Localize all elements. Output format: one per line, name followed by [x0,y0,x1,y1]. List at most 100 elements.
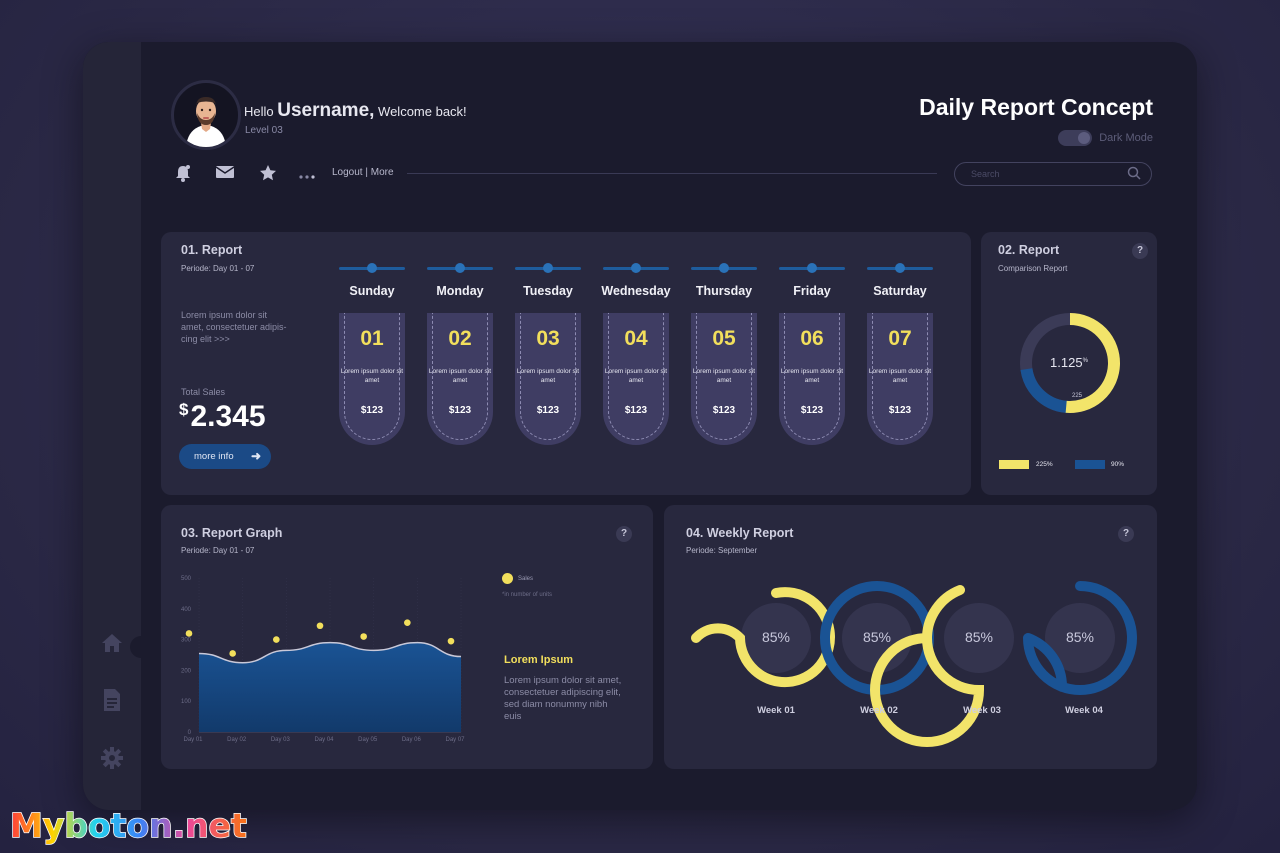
graph-description: Lorem ipsum dolor sit amet, consectetuer… [504,675,622,722]
dark-mode-switch[interactable] [1058,130,1093,146]
sidebar-active-indicator [130,636,144,658]
y-tick-label: 0 [188,730,192,736]
donut-inner-label: 225 [1072,393,1083,399]
legend-swatch-blue [1075,460,1105,469]
day-card[interactable]: 03 Lorem ipsum dolor sit amet $123 [515,313,581,445]
week-02-percent: 85% [862,629,892,645]
day-price: $123 [536,405,560,416]
avatar[interactable] [171,80,241,150]
x-tick-label: Day 07 [445,737,465,743]
day-timeline-dot[interactable] [807,263,817,273]
donut-center-value: 1.125% [1050,355,1089,370]
sidebar [83,42,141,810]
day-text: Lorem ipsum dolor sit amet [428,368,492,384]
more-info-button[interactable]: more info ➜ [179,444,271,469]
day-timeline-dot[interactable] [631,263,641,273]
help-icon[interactable]: ? [1132,243,1148,259]
star-icon[interactable] [259,164,279,182]
day-price: $123 [712,405,736,416]
legend-note: *in number of units [502,592,553,598]
dashboard-window: Hello Username, Welcome back! Level 03 D… [83,42,1197,810]
watermark-logo: Myboton.net [9,805,247,846]
search-input[interactable] [969,165,1123,183]
day-text: Lorem ipsum dolor sit amet [780,368,844,384]
report-04-card: 04. Weekly Report Periode: September ? 8… [664,505,1157,769]
week-01-ring [691,587,835,688]
day-card[interactable]: 06 Lorem ipsum dolor sit amet $123 [779,313,845,445]
day-name: Friday [793,284,831,298]
greeting-username: Username, [277,100,375,121]
search-box[interactable] [954,162,1152,186]
search-icon[interactable] [1127,166,1141,180]
report-04-title: 04. Weekly Report [686,526,794,540]
day-name: Thursday [695,284,753,298]
week-03-ring [870,585,1014,747]
sales-area-chart: 0 100 200 300 400 500 Day 01 Day 02 Day 03 Day 04… [181,576,465,743]
currency-symbol: $ [179,400,189,419]
help-icon[interactable]: ? [1118,526,1134,542]
header-divider [407,173,937,174]
week-03-label: Week 03 [963,705,1001,716]
day-card-stitch [696,313,752,440]
area-outline [198,641,462,664]
day-price: $123 [624,405,648,416]
greeting-hello: Hello [244,104,274,119]
report-04-period: Periode: September [686,546,758,555]
dark-mode-toggle[interactable]: Dark Mode [1058,130,1153,146]
day-card-stitch [432,313,488,440]
day-name: Wednesday [601,284,671,298]
x-tick-label: Day 05 [358,737,378,743]
day-name: Monday [436,284,484,298]
y-tick-label: 500 [181,576,192,582]
day-number: 06 [800,327,824,350]
day-text: Lorem ipsum dolor sit amet [340,368,404,384]
day-number: 02 [448,327,472,350]
help-icon[interactable]: ? [616,526,632,542]
x-tick-label: Day 04 [314,737,334,743]
x-tick-label: Day 06 [402,737,422,743]
sales-point [404,619,411,626]
comparison-donut-chart: 1.125% 225 [1020,313,1120,413]
total-sales-amount: 2.345 [190,400,266,433]
day-card-stitch [784,313,840,440]
day-number: 03 [536,327,560,350]
day-name: Sunday [349,284,395,298]
week-01-label: Week 01 [757,705,795,716]
logout-more-links[interactable]: Logout | More [332,167,394,178]
sales-point [316,622,324,630]
day-card[interactable]: 02 Lorem ipsum dolor sit amet $123 [427,313,493,445]
mail-icon[interactable] [215,164,235,182]
day-timeline-dot[interactable] [455,263,465,273]
report-02-subtitle: Comparison Report [998,264,1068,273]
day-card-stitch [608,313,664,440]
bell-icon[interactable] [175,164,195,182]
document-icon[interactable] [100,688,124,712]
day-timeline-dot[interactable] [543,263,553,273]
day-card[interactable]: 01 Lorem ipsum dolor sit amet $123 [339,313,405,445]
gear-icon[interactable] [100,746,124,770]
day-text: Lorem ipsum dolor sit amet [868,368,932,384]
day-timeline-dot[interactable] [367,263,377,273]
day-number: 04 [624,327,648,350]
day-timeline-dot[interactable] [719,263,729,273]
day-text: Lorem ipsum dolor sit amet [692,368,756,384]
area-fill [199,642,461,732]
week-03-arc [870,585,985,747]
report-02-title: 02. Report [998,243,1060,257]
greeting-welcome: Welcome back! [378,104,467,119]
y-tick-label: 100 [181,699,192,705]
page-title: Daily Report Concept [919,94,1153,120]
day-card[interactable]: 07 Lorem ipsum dolor sit amet $123 [867,313,933,445]
report-01-card: 01. Report Periode: Day 01 - 07 Lorem ip… [161,232,971,495]
day-card[interactable]: 04 Lorem ipsum dolor sit amet $123 [603,313,669,445]
day-timeline-dot[interactable] [895,263,905,273]
home-icon[interactable] [100,632,124,656]
more-dots-icon[interactable] [298,168,318,186]
week-01-percent: 85% [761,629,791,645]
week-04-ring [1023,581,1137,695]
donut-segment-90 [1020,367,1071,413]
day-card[interactable]: 05 Lorem ipsum dolor sit amet $123 [691,313,757,445]
report-01-description: Lorem ipsum dolor sit amet, consectetuer… [181,310,287,344]
more-info-label: more info [194,451,234,462]
day-text: Lorem ipsum dolor sit amet [516,368,580,384]
